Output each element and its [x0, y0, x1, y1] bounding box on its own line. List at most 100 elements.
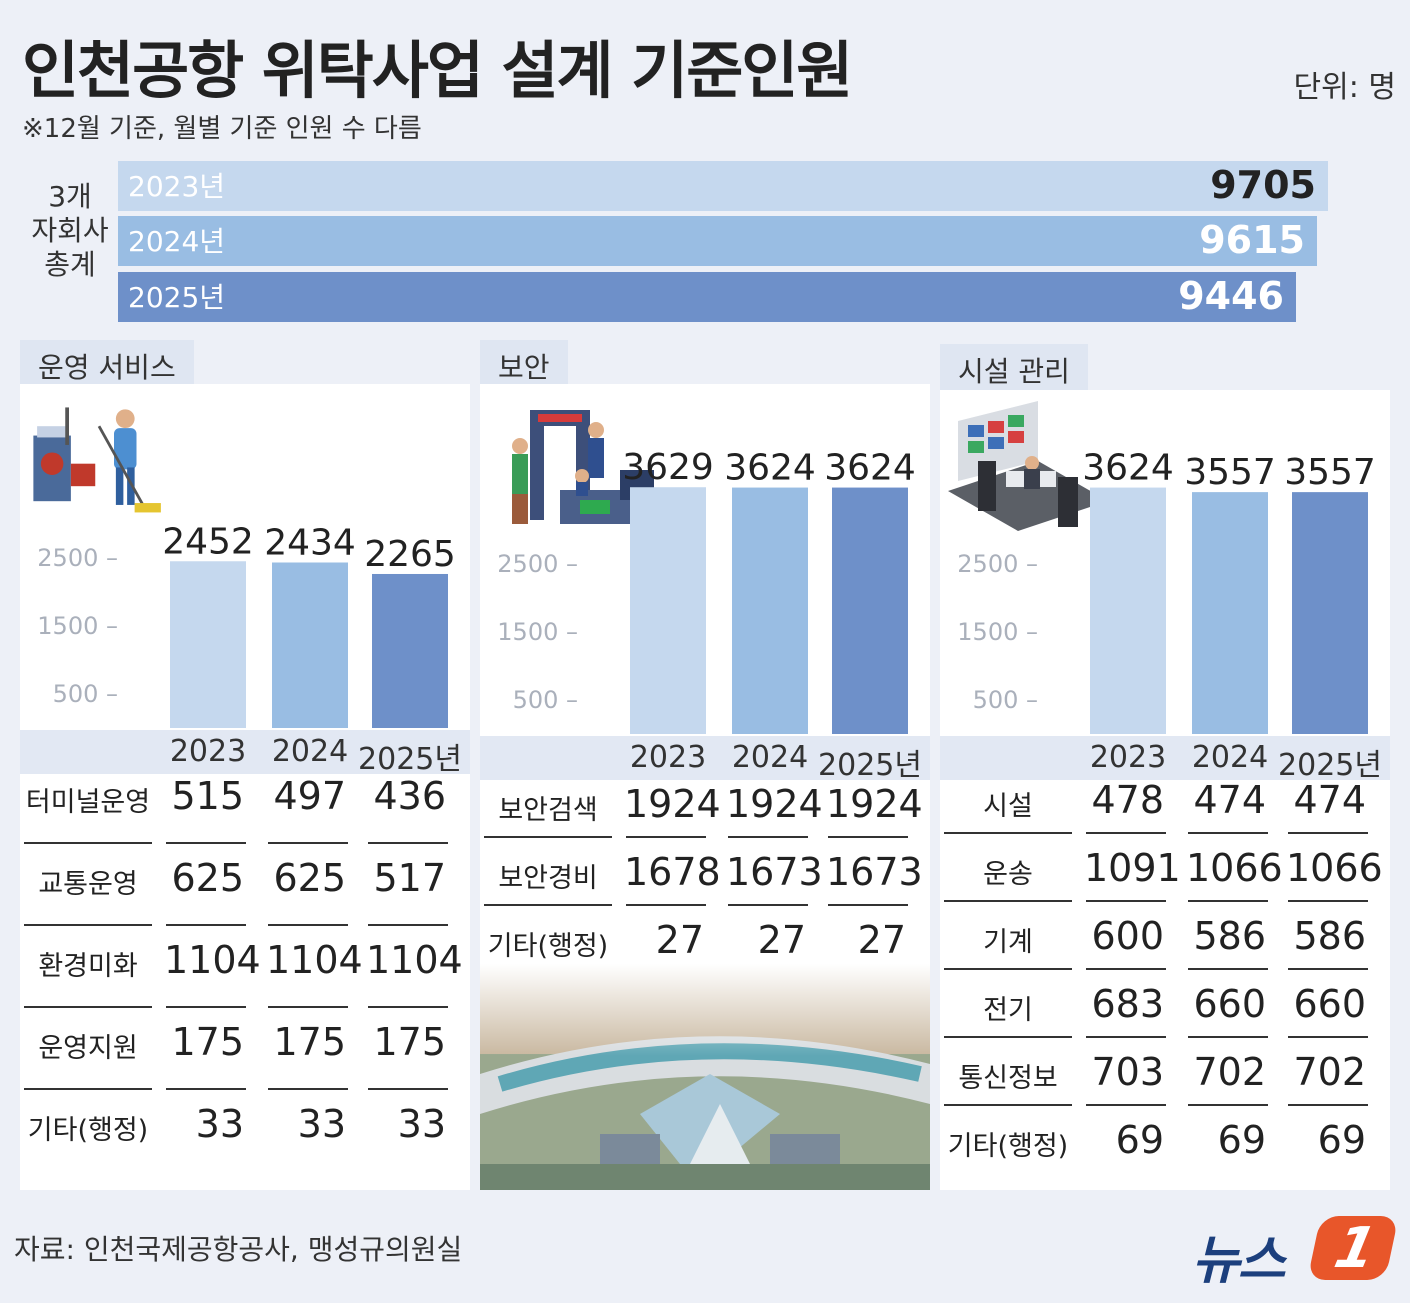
- row-divider: [166, 1006, 246, 1008]
- row-divider: [944, 900, 1072, 902]
- row-label: 환경미화: [38, 951, 138, 982]
- year-label: 2023: [1089, 740, 1167, 775]
- bar-value-label: 3624: [724, 448, 816, 489]
- row-divider: [944, 1104, 1072, 1106]
- table-row: 통신정보 703 702 702: [940, 1046, 1390, 1114]
- y-tick-label: 500 –: [53, 680, 118, 708]
- table-row: 기타(행정) 33 33 33: [20, 1098, 470, 1180]
- year-label: 2025년: [1278, 748, 1382, 783]
- row-value: 1678: [624, 850, 721, 894]
- row-value: 586: [1293, 914, 1366, 958]
- row-value: 175: [171, 1020, 244, 1064]
- total-value-label: 9615: [1199, 218, 1305, 262]
- bar-value-label: 3624: [824, 448, 916, 489]
- year-label: 2024: [271, 734, 349, 769]
- table-row: 운송 1091 1066 1066: [940, 842, 1390, 910]
- row-divider: [626, 836, 706, 838]
- row-label: 기타(행정): [487, 931, 609, 962]
- bar-chart-1: 500 –1500 –2500 –3629 3624 3624: [497, 410, 916, 734]
- source-text: 자료: 인천국제공항공사, 맹성규의원실: [14, 1233, 463, 1266]
- row-divider: [368, 1088, 448, 1090]
- totals-label-line3: 총계: [44, 248, 96, 281]
- year-label: 2023: [629, 740, 707, 775]
- row-value: 175: [373, 1020, 446, 1064]
- bar-value-label: 3557: [1184, 452, 1276, 493]
- logo-mark: 1: [1307, 1216, 1399, 1281]
- table-row: 환경미화 1104 1104 1104: [20, 934, 470, 1016]
- security-panel: 500 –1500 –2500 –3629 3624 3624 2023 2024 202…: [480, 384, 930, 1190]
- row-label: 전기: [983, 995, 1033, 1026]
- row-value: 703: [1091, 1050, 1164, 1094]
- row-divider: [1086, 900, 1166, 902]
- total-year-label: 2024년: [128, 225, 226, 258]
- y-tick-label: 2500 –: [37, 544, 118, 572]
- table-row: 운영지원 175 175 175: [20, 1016, 470, 1098]
- operation-service-panel: 500 –1500 –2500 –2452 2434 2265 2023 2024 202…: [20, 384, 470, 1190]
- row-value: 69: [1115, 1118, 1164, 1162]
- row-divider: [166, 924, 246, 926]
- row-divider: [1086, 968, 1166, 970]
- year-label: 2025년: [818, 748, 922, 783]
- row-value: 515: [171, 774, 244, 818]
- bar-2025년: [832, 487, 908, 734]
- row-divider: [1188, 1104, 1268, 1106]
- row-divider: [268, 842, 348, 844]
- row-divider: [1288, 968, 1368, 970]
- bar-2024: [1192, 492, 1268, 734]
- row-value: 586: [1193, 914, 1266, 958]
- year-label: 2024: [731, 740, 809, 775]
- year-header-row: 2023 2024 2025년: [20, 730, 470, 777]
- year-label: 2024: [1191, 740, 1269, 775]
- row-value: 625: [273, 856, 346, 900]
- row-value: 1091: [1084, 846, 1181, 890]
- row-divider: [268, 1006, 348, 1008]
- row-divider: [166, 1088, 246, 1090]
- news1-logo: 뉴스 1: [1192, 1212, 1399, 1291]
- row-label: 운영지원: [38, 1033, 138, 1064]
- row-divider: [1188, 968, 1268, 970]
- row-label: 운송: [983, 859, 1033, 890]
- bar-value-label: 2434: [264, 522, 356, 563]
- y-tick-label: 1500 –: [957, 618, 1038, 646]
- table-row: 기타(행정) 27 27 27: [480, 914, 930, 982]
- cleaning-worker-icon: [33, 407, 161, 513]
- row-divider: [1188, 1036, 1268, 1038]
- row-label: 시설: [983, 791, 1033, 822]
- row-value: 660: [1193, 982, 1266, 1026]
- y-tick-label: 2500 –: [957, 550, 1038, 578]
- row-label: 기계: [983, 927, 1033, 958]
- table-row: 전기 683 660 660: [940, 978, 1390, 1046]
- table-row: 기타(행정) 69 69 69: [940, 1114, 1390, 1182]
- y-tick-label: 1500 –: [37, 612, 118, 640]
- row-divider: [1086, 832, 1166, 834]
- row-divider: [166, 842, 246, 844]
- year-header-row: 2023 2024 2025년: [940, 736, 1390, 783]
- control-room-icon: [948, 401, 1108, 531]
- table-row: 보안경비 1678 1673 1673: [480, 846, 930, 914]
- total-bar-0: 2023년 9705: [118, 161, 1328, 211]
- row-divider: [944, 832, 1072, 834]
- row-value: 683: [1091, 982, 1164, 1026]
- row-value: 1066: [1186, 846, 1283, 890]
- security-checkpoint-icon: [512, 410, 660, 524]
- row-divider: [368, 842, 448, 844]
- row-divider: [1188, 832, 1268, 834]
- row-value: 436: [373, 774, 446, 818]
- row-divider: [1288, 900, 1368, 902]
- row-value: 702: [1193, 1050, 1266, 1094]
- row-divider: [368, 1006, 448, 1008]
- year-label: 2023: [169, 734, 247, 769]
- bar-2025년: [372, 573, 448, 728]
- bar-value-label: 2452: [162, 521, 254, 562]
- row-value: 474: [1293, 778, 1366, 822]
- row-divider: [484, 836, 612, 838]
- total-bar-1: 2024년 9615: [118, 216, 1317, 266]
- row-value: 33: [195, 1102, 244, 1146]
- y-tick-label: 500 –: [513, 686, 578, 714]
- table-row: 기계 600 586 586: [940, 910, 1390, 978]
- y-tick-label: 500 –: [973, 686, 1038, 714]
- row-divider: [1086, 1036, 1166, 1038]
- row-divider: [1288, 1036, 1368, 1038]
- table-row: 교통운영 625 625 517: [20, 852, 470, 934]
- row-divider: [828, 836, 908, 838]
